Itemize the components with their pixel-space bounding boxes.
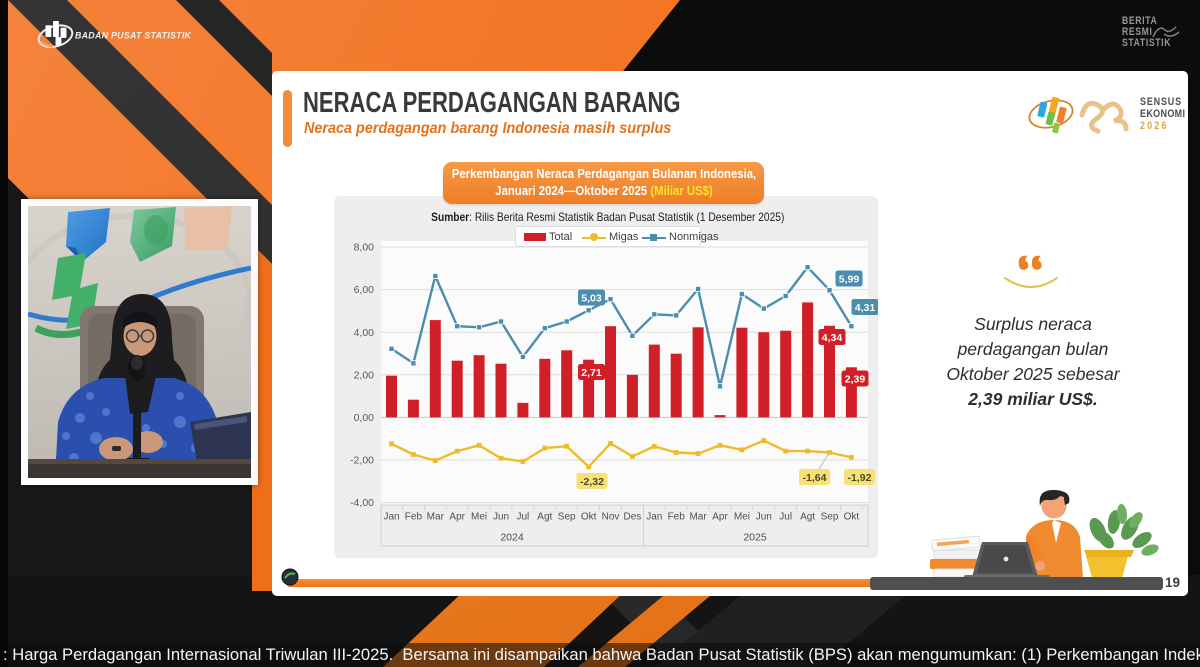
svg-text:Mei: Mei <box>471 512 487 523</box>
svg-text:Feb: Feb <box>668 512 686 523</box>
svg-text:-2,32: -2,32 <box>580 476 604 488</box>
svg-text:Mei: Mei <box>734 512 750 523</box>
svg-text:4,34: 4,34 <box>822 332 843 344</box>
svg-text:Jul: Jul <box>517 512 530 523</box>
svg-text:2,39: 2,39 <box>845 373 866 385</box>
svg-text:Jan: Jan <box>646 512 662 523</box>
svg-text:Agt: Agt <box>537 512 552 523</box>
svg-text:Okt: Okt <box>844 512 860 523</box>
svg-text:8,00: 8,00 <box>354 242 375 254</box>
svg-text:Apr: Apr <box>449 512 465 523</box>
svg-text:-4,00: -4,00 <box>350 497 374 509</box>
svg-text:Des: Des <box>624 512 642 523</box>
svg-text:Jul: Jul <box>779 512 792 523</box>
svg-text:Jun: Jun <box>756 512 772 523</box>
svg-text:Agt: Agt <box>800 512 815 523</box>
svg-text:2024: 2024 <box>500 532 524 544</box>
svg-text:4,00: 4,00 <box>354 327 375 339</box>
svg-text:2,00: 2,00 <box>354 369 375 381</box>
svg-text:Okt: Okt <box>581 512 597 523</box>
svg-text:Sep: Sep <box>558 512 576 523</box>
svg-text:-2,00: -2,00 <box>350 455 374 467</box>
svg-text:4,31: 4,31 <box>855 302 876 314</box>
svg-text:Mar: Mar <box>427 512 445 523</box>
svg-text:BADAN PUSAT STATISTIK: BADAN PUSAT STATISTIK <box>75 30 192 40</box>
svg-text:-1,64: -1,64 <box>803 472 827 484</box>
svg-text:Jun: Jun <box>493 512 509 523</box>
svg-text:Nov: Nov <box>602 512 620 523</box>
svg-text:EKONOMI: EKONOMI <box>1140 108 1185 120</box>
svg-text:2,71: 2,71 <box>581 367 602 379</box>
svg-text:0,00: 0,00 <box>354 412 375 424</box>
svg-text:2026: 2026 <box>1140 120 1169 132</box>
svg-text:Apr: Apr <box>712 512 728 523</box>
svg-text:6,00: 6,00 <box>354 284 375 296</box>
svg-text:Jan: Jan <box>383 512 399 523</box>
svg-text:5,03: 5,03 <box>581 292 602 304</box>
svg-text:SENSUS: SENSUS <box>1140 96 1182 108</box>
svg-text:2025: 2025 <box>743 532 767 544</box>
svg-text:5,99: 5,99 <box>839 273 860 285</box>
svg-text:Feb: Feb <box>405 512 423 523</box>
svg-text:-1,92: -1,92 <box>848 472 872 484</box>
svg-text:Mar: Mar <box>689 512 707 523</box>
svg-text:Sep: Sep <box>821 512 839 523</box>
